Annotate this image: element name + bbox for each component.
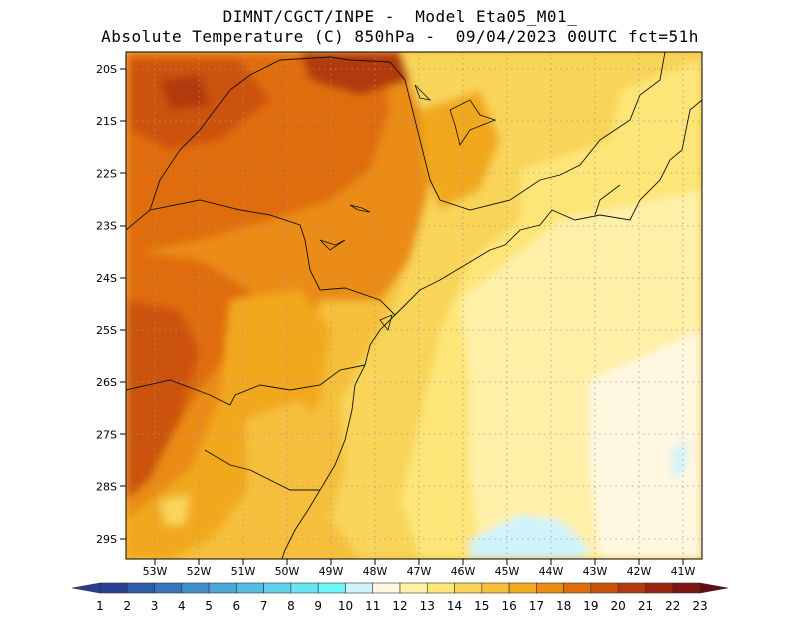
colorbar-label: 9	[314, 599, 322, 613]
lon-tick-label: 46W	[451, 565, 476, 578]
lon-tick-label: 50W	[275, 565, 300, 578]
colorbar-swatch	[126, 582, 155, 594]
lon-tick-label: 45W	[495, 565, 520, 578]
lon-tick-label: 53W	[143, 565, 168, 578]
colorbar-label: 14	[447, 599, 462, 613]
lat-tick-label: 21S	[96, 115, 117, 128]
colorbar-swatch	[399, 582, 428, 594]
chart-title: DIMNT/CGCT/INPE - Model Eta05_M01_	[222, 7, 578, 26]
colorbar-label: 19	[583, 599, 598, 613]
lat-tick-label: 24S	[96, 272, 117, 285]
latitude-tick-labels: 20S 21S 22S 23S 24S 25S 26S 27S 28S 29S	[96, 63, 117, 546]
lon-tick-label: 49W	[319, 565, 344, 578]
colorbar-swatch	[454, 582, 483, 594]
colorbar	[71, 582, 729, 594]
lat-tick-label: 26S	[96, 376, 117, 389]
colorbar-swatch	[181, 582, 210, 594]
lon-tick-label: 52W	[187, 565, 212, 578]
colorbar-swatch	[426, 582, 455, 594]
colorbar-label: 2	[123, 599, 131, 613]
graticule	[126, 52, 702, 559]
colorbar-label: 7	[260, 599, 268, 613]
colorbar-label: 13	[420, 599, 435, 613]
colorbar-label: 3	[151, 599, 159, 613]
lon-tick-label: 51W	[231, 565, 256, 578]
lon-tick-label: 47W	[407, 565, 432, 578]
colorbar-swatch	[236, 582, 264, 594]
colorbar-swatch	[263, 582, 292, 594]
lat-tick-label: 29S	[96, 533, 117, 546]
colorbar-low-arrow	[71, 582, 101, 594]
colorbar-label: 15	[474, 599, 489, 613]
lon-tick-label: 48W	[363, 565, 388, 578]
colorbar-swatch	[617, 582, 646, 594]
colorbar-swatch	[590, 582, 619, 594]
colorbar-label: 5	[205, 599, 213, 613]
colorbar-label: 1	[96, 599, 104, 613]
lat-tick-label: 22S	[96, 167, 117, 180]
colorbar-label: 12	[392, 599, 407, 613]
colorbar-swatch	[317, 582, 346, 594]
colorbar-swatch	[508, 582, 537, 594]
lakes	[319, 84, 497, 331]
colorbar-label: 11	[365, 599, 380, 613]
map-frame	[125, 51, 703, 560]
temperature-field	[126, 52, 702, 559]
lat-tick-label: 23S	[96, 220, 117, 233]
tick-marks	[120, 68, 684, 565]
colorbar-label: 22	[665, 599, 680, 613]
coastline-borders	[126, 52, 702, 559]
colorbar-label: 16	[501, 599, 516, 613]
lat-tick-label: 28S	[96, 481, 117, 494]
colorbar-high-arrow	[699, 582, 729, 594]
colorbar-swatch	[563, 582, 592, 594]
lon-tick-label: 42W	[627, 565, 652, 578]
colorbar-label: 20	[611, 599, 626, 613]
colorbar-label: 4	[178, 599, 186, 613]
colorbar-swatch	[481, 582, 510, 594]
longitude-tick-labels: 53W 52W 51W 50W 49W 48W 47W 46W 45W 44W 43W 42W 41W	[143, 565, 696, 578]
colorbar-labels: 1 2 3 4 5 6 7 8 9 10 11 12 13 14 15 16 17 18 19 20 21 22 23	[96, 599, 707, 613]
colorbar-swatch	[99, 582, 128, 594]
colorbar-swatch	[345, 582, 374, 594]
colorbar-swatch	[672, 582, 701, 594]
lon-tick-label: 44W	[539, 565, 564, 578]
lon-tick-label: 43W	[583, 565, 608, 578]
colorbar-swatch	[645, 582, 674, 594]
colorbar-label: 10	[338, 599, 353, 613]
lat-tick-label: 20S	[96, 63, 117, 76]
colorbar-label: 23	[692, 599, 707, 613]
colorbar-label: 6	[233, 599, 241, 613]
lon-tick-label: 41W	[671, 565, 696, 578]
colorbar-swatch	[290, 582, 319, 594]
chart-subtitle: Absolute Temperature (C) 850hPa - 09/04/…	[101, 27, 699, 46]
colorbar-swatch	[372, 582, 401, 594]
colorbar-label: 18	[556, 599, 571, 613]
colorbar-swatch	[154, 582, 183, 594]
lat-tick-label: 25S	[96, 324, 117, 337]
colorbar-label: 8	[287, 599, 295, 613]
colorbar-swatch	[208, 582, 237, 594]
lat-tick-label: 27S	[96, 428, 117, 441]
colorbar-label: 17	[529, 599, 544, 613]
colorbar-label: 21	[638, 599, 653, 613]
colorbar-swatch	[536, 582, 564, 594]
